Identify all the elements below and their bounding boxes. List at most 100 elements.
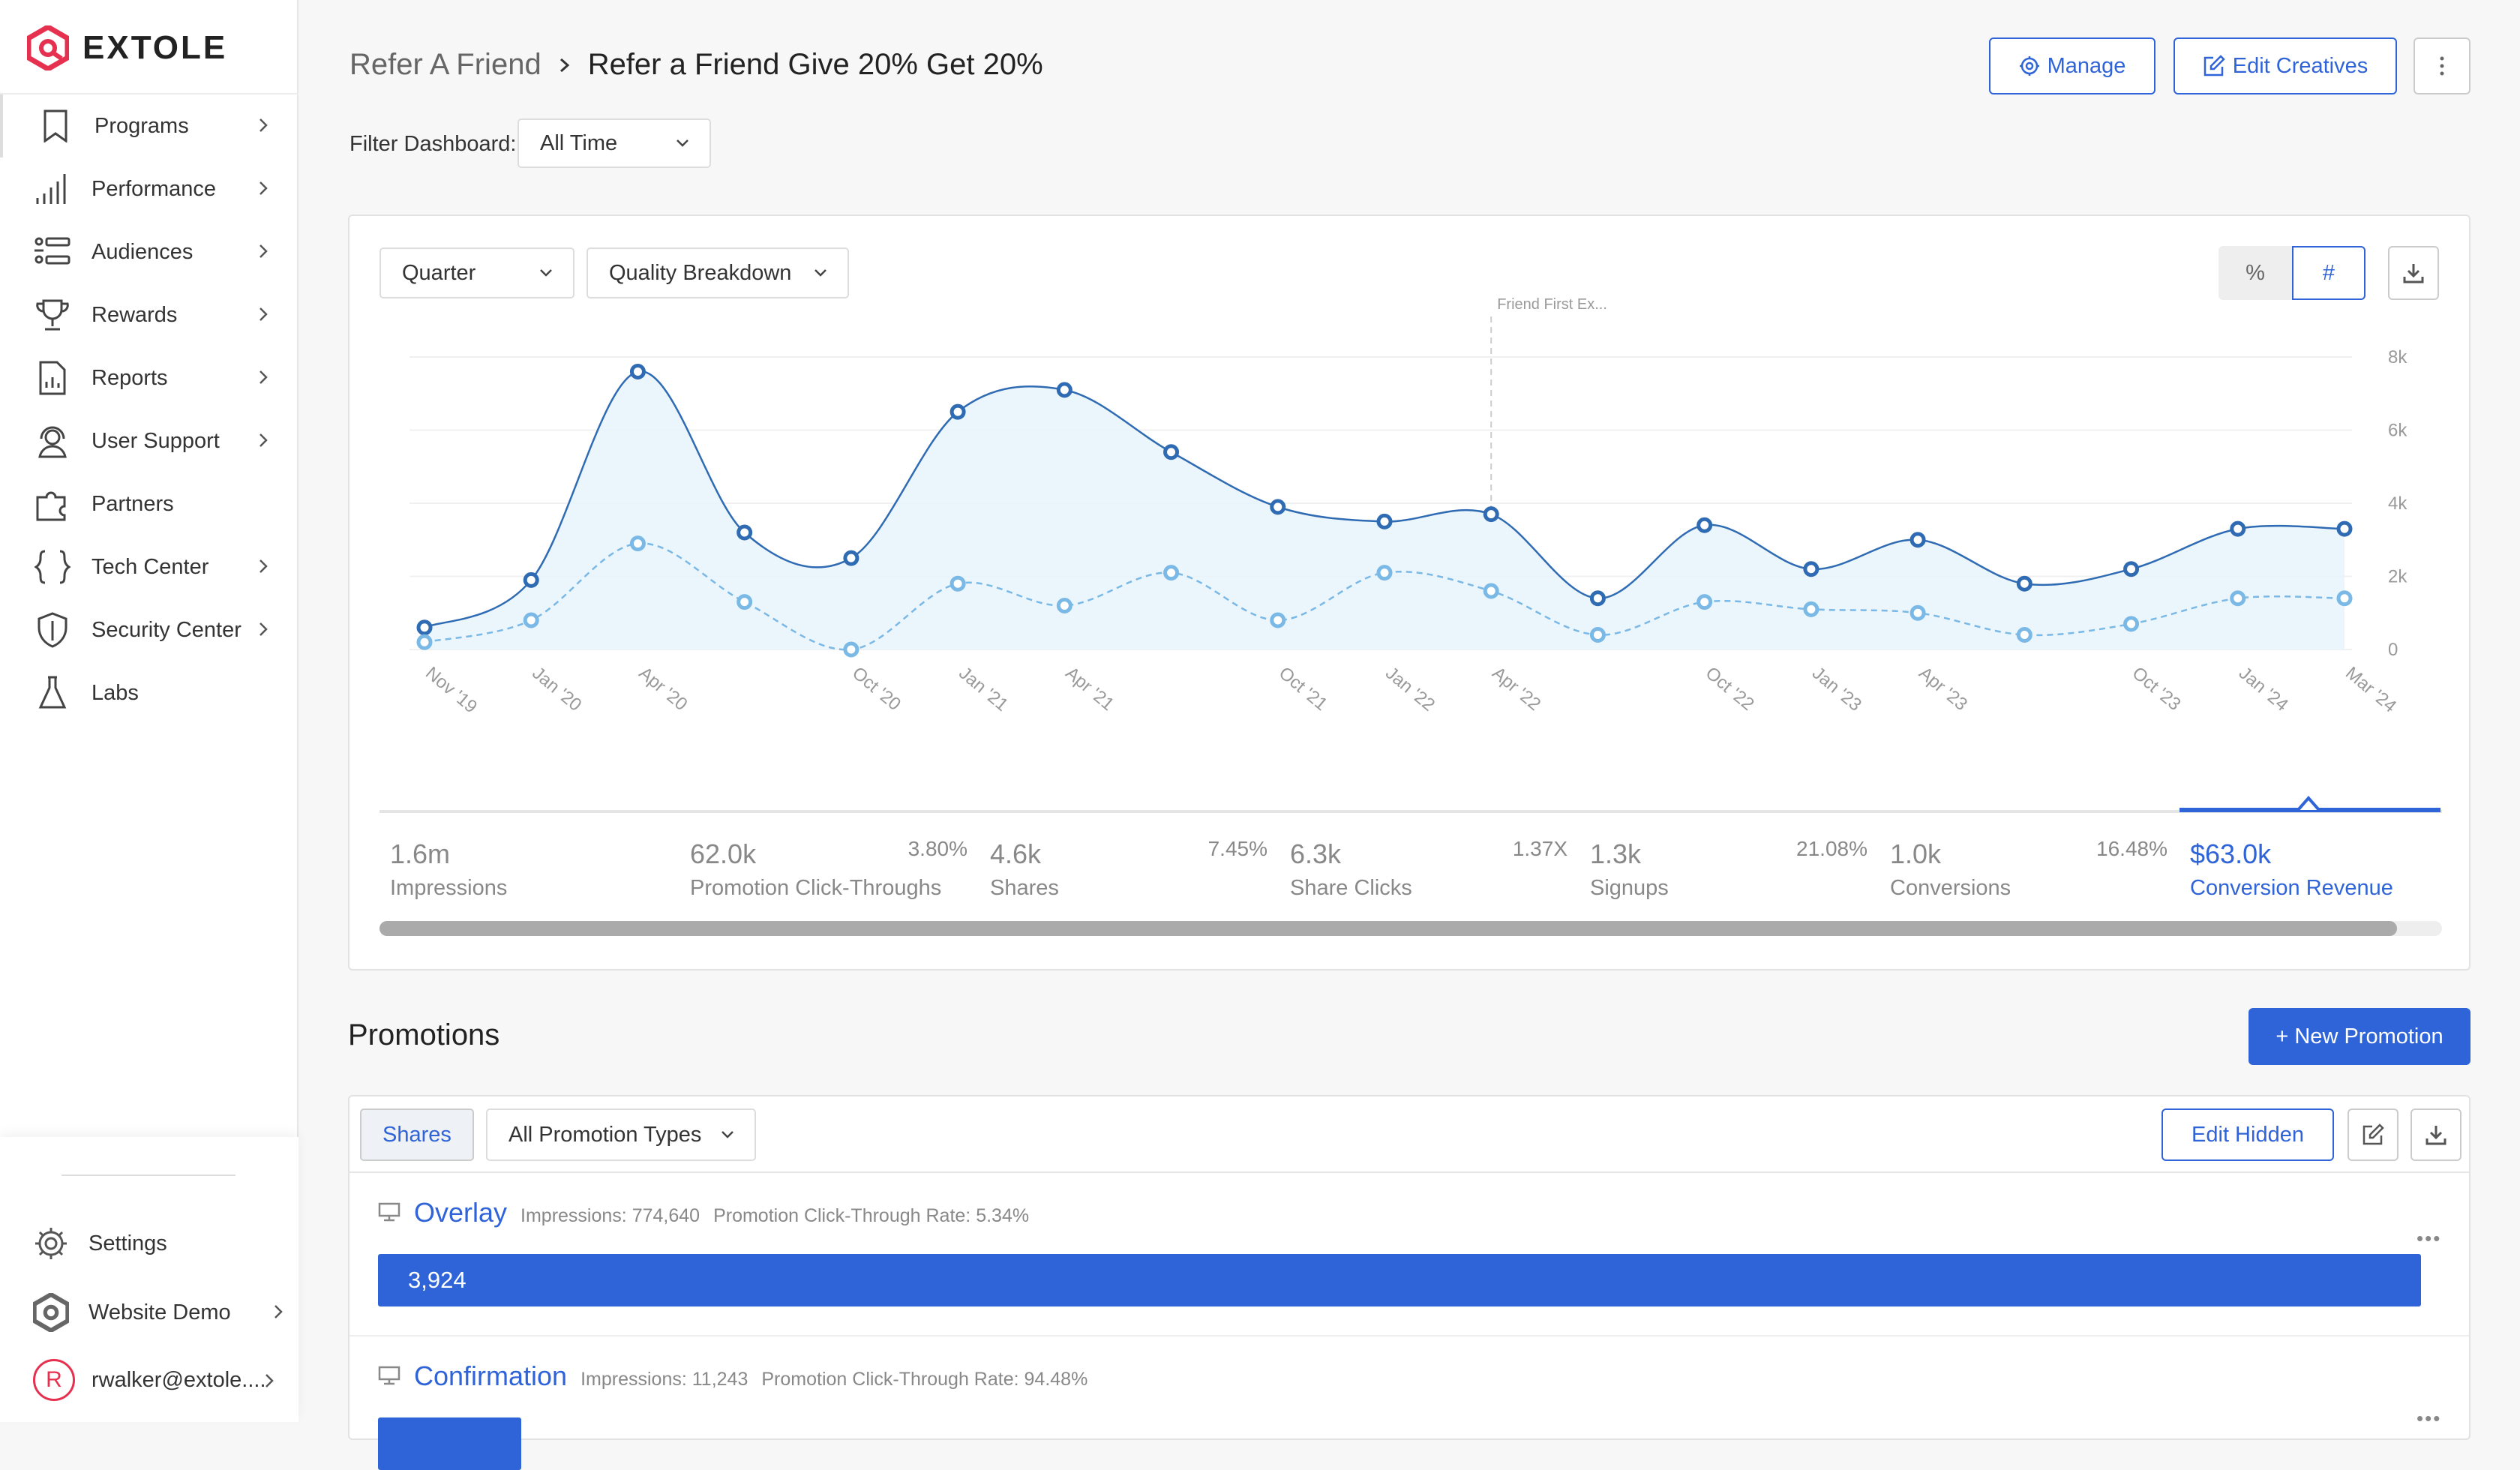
data-point [2230,590,2246,607]
series-line-1 [424,370,2345,628]
sidebar-item-label: Rewards [92,302,178,327]
edit-promotions-button[interactable] [2348,1108,2398,1161]
manage-button[interactable]: Manage [1989,38,2156,94]
data-point [629,364,646,380]
sidebar-item-performance[interactable]: Performance [0,158,298,220]
stat-rate: 3.80% [908,837,968,860]
trophy-icon [33,296,72,334]
data-point [843,550,860,566]
sidebar-item-label: Security Center [92,617,242,642]
horizontal-scrollbar[interactable] [380,921,2442,936]
extole-logo[interactable]: EXTOLE [27,26,227,70]
breakdown-value: Quality Breakdown [609,260,792,285]
edit-creatives-button[interactable]: Edit Creatives [2174,38,2397,94]
edit-hidden-button[interactable]: Edit Hidden [2162,1108,2334,1161]
stat-label: Conversion Revenue [2190,876,2393,900]
manage-label: Manage [2047,53,2126,78]
edit-icon [2362,1124,2384,1145]
promotions-card: Shares All Promotion Types Edit Hidden O… [348,1095,2470,1470]
chevron-right-icon [266,1374,274,1388]
sidebar-item-labs[interactable]: Labs [0,662,298,724]
promotion-impressions: Impressions: 774,640 [520,1205,700,1226]
website-logo-icon [33,1293,69,1332]
performance-card: Quarter Quality Breakdown % # 0 2k 4k 6k 8k F… [348,214,2470,970]
promotion-bar[interactable] [378,1418,521,1470]
performance-line-chart: 0 2k 4k 6k 8k Friend First Ex... Nov '19 Jan '2… [410,296,2408,717]
download-promotions-button[interactable] [2410,1108,2462,1161]
sidebar-item-reports[interactable]: Reports [0,346,298,410]
sidebar-item-programs[interactable]: Programs [0,94,298,158]
chevron-down-icon [722,1131,734,1138]
y-tick-label: 2k [2388,567,2408,587]
data-point [2336,590,2353,607]
page-title: Refer a Friend Give 20% Get 20% [587,48,1043,81]
breadcrumb-parent[interactable]: Refer A Friend [350,48,542,81]
avatar: R [33,1359,75,1401]
chevron-right-icon [260,118,268,132]
stat-label: Promotion Click-Throughs [690,876,942,900]
sidebar-item-label: Reports [92,365,168,390]
shares-tab[interactable]: Shares [360,1108,474,1161]
period-value: Quarter [402,260,476,285]
data-point [1589,627,1606,643]
percent-toggle[interactable]: % [2218,246,2292,300]
new-promotion-button[interactable]: + New Promotion [2248,1008,2470,1065]
sidebar-item-rewards[interactable]: Rewards [0,284,298,346]
period-select[interactable]: Quarter [380,248,574,298]
sidebar-item-security-center[interactable]: Security Center [0,598,298,662]
data-point [1376,513,1393,530]
stat-value: $63.0k [2190,838,2272,869]
promotion-ctr: Promotion Click-Through Rate: 94.48% [761,1369,1088,1390]
number-toggle[interactable]: # [2292,246,2366,300]
shield-icon [33,610,72,650]
annotation-label: Friend First Ex... [1497,296,1607,313]
data-point [2016,575,2032,592]
stat-value: 1.3k [1590,838,1642,869]
more-options-button[interactable] [2414,38,2470,94]
breakdown-select[interactable]: Quality Breakdown [586,248,849,298]
sidebar-item-user-support[interactable]: User Support [0,410,298,472]
promotion-bar[interactable]: 3,924 [378,1254,2421,1306]
x-tick-label: Oct '22 [1702,663,1758,715]
chevron-down-icon [676,140,688,147]
stat-rate: 7.45% [1208,837,1268,860]
data-point [1589,590,1606,607]
sidebar-item-label: Tech Center [92,554,209,579]
sidebar-footer: Settings Website Demo R rwalker@extole..… [0,1137,298,1422]
data-point [1803,601,1820,617]
data-point [523,612,539,628]
time-filter-select[interactable]: All Time [518,118,711,168]
audience-list-icon [33,232,72,272]
promotion-type-select[interactable]: All Promotion Types [486,1108,756,1161]
data-point [843,641,860,658]
gear-icon [35,1228,67,1259]
scrollbar-thumb[interactable] [380,921,2397,936]
x-tick-label: Jan '24 [2235,663,2292,716]
value-mode-toggle: % # [2218,246,2366,300]
sidebar-item-label: Programs [94,113,189,138]
sidebar-item-tech-center[interactable]: Tech Center [0,536,298,598]
promotion-header: Overlay Impressions: 774,640 Promotion C… [378,1197,1029,1228]
promotion-more-icon[interactable]: ••• [2416,1227,2442,1250]
settings-link[interactable]: Settings [33,1226,167,1262]
website-switcher[interactable]: Website Demo [33,1293,283,1332]
chevron-right-icon [260,560,268,573]
x-tick-label: Apr '23 [1915,663,1971,715]
data-point [416,620,433,636]
promotion-header: Confirmation Impressions: 11,243 Promoti… [378,1360,1088,1392]
chevron-right-icon [260,622,268,636]
sidebar-item-partners[interactable]: Partners [0,472,298,536]
chevron-right-icon [260,370,268,384]
data-point [1056,598,1072,614]
download-chart-button[interactable] [2388,246,2439,300]
series-area [424,371,2344,650]
chevron-down-icon [814,269,826,277]
sidebar-item-audiences[interactable]: Audiences [0,220,298,284]
filter-label: Filter Dashboard: [350,132,517,156]
user-menu[interactable]: R rwalker@extole.... [33,1359,274,1401]
promotion-more-icon[interactable]: ••• [2416,1407,2442,1430]
data-point [629,536,646,552]
data-point [1376,565,1393,581]
promotion-name[interactable]: Overlay [414,1197,508,1228]
promotion-name[interactable]: Confirmation [414,1360,568,1391]
